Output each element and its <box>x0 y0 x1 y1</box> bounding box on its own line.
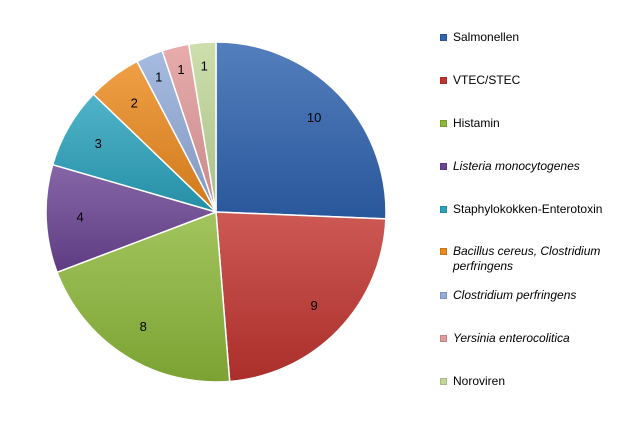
pie-slice-3 <box>56 210 231 383</box>
data-label-5: 3 <box>95 136 102 151</box>
legend-item-6: Bacillus cereus, Clostridium perfringens <box>440 244 626 274</box>
legend-label: Bacillus cereus, Clostridium perfringens <box>453 244 601 273</box>
data-label-8: 1 <box>177 62 184 77</box>
legend-label: Staphylokokken-Enterotoxin <box>453 202 603 216</box>
data-label-7: 1 <box>155 70 162 85</box>
legend-item-8: Yersinia enterocolitica <box>440 331 626 346</box>
legend-item-3: Histamin <box>440 116 626 131</box>
legend-item-4: Listeria monocytogenes <box>440 159 626 174</box>
legend-swatch <box>440 248 447 255</box>
legend-swatch <box>440 77 447 84</box>
legend-swatch <box>440 120 447 127</box>
legend-item-9: Noroviren <box>440 374 626 389</box>
legend-label: Noroviren <box>453 374 506 388</box>
legend-swatch <box>440 34 447 41</box>
legend-swatch <box>440 163 447 170</box>
legend-swatch <box>440 206 447 213</box>
data-label-1: 10 <box>307 110 321 125</box>
legend-label: Clostridium perfringens <box>453 288 577 302</box>
data-label-4: 4 <box>76 210 83 225</box>
data-label-3: 8 <box>140 319 147 334</box>
legend-swatch <box>440 292 447 299</box>
legend-label: Yersinia enterocolitica <box>453 331 570 345</box>
pie-slice-2 <box>215 211 387 383</box>
data-label-2: 9 <box>310 298 317 313</box>
data-label-6: 2 <box>131 95 138 110</box>
legend-item-7: Clostridium perfringens <box>440 288 626 303</box>
pie-slice-1 <box>215 41 387 220</box>
legend-label: VTEC/STEC <box>453 73 521 87</box>
legend-label: Salmonellen <box>453 30 520 44</box>
legend-label: Histamin <box>453 116 500 130</box>
legend-item-5: Staphylokokken-Enterotoxin <box>440 202 626 217</box>
pie-slice-4 <box>45 163 219 274</box>
legend-swatch <box>440 335 447 342</box>
legend-item-1: Salmonellen <box>440 30 626 45</box>
data-label-9: 1 <box>201 58 208 73</box>
legend-item-2: VTEC/STEC <box>440 73 626 88</box>
pie-slice-9 <box>187 41 217 213</box>
pie-slices <box>45 41 387 383</box>
legend-swatch <box>440 378 447 385</box>
legend-label: Listeria monocytogenes <box>453 159 580 173</box>
